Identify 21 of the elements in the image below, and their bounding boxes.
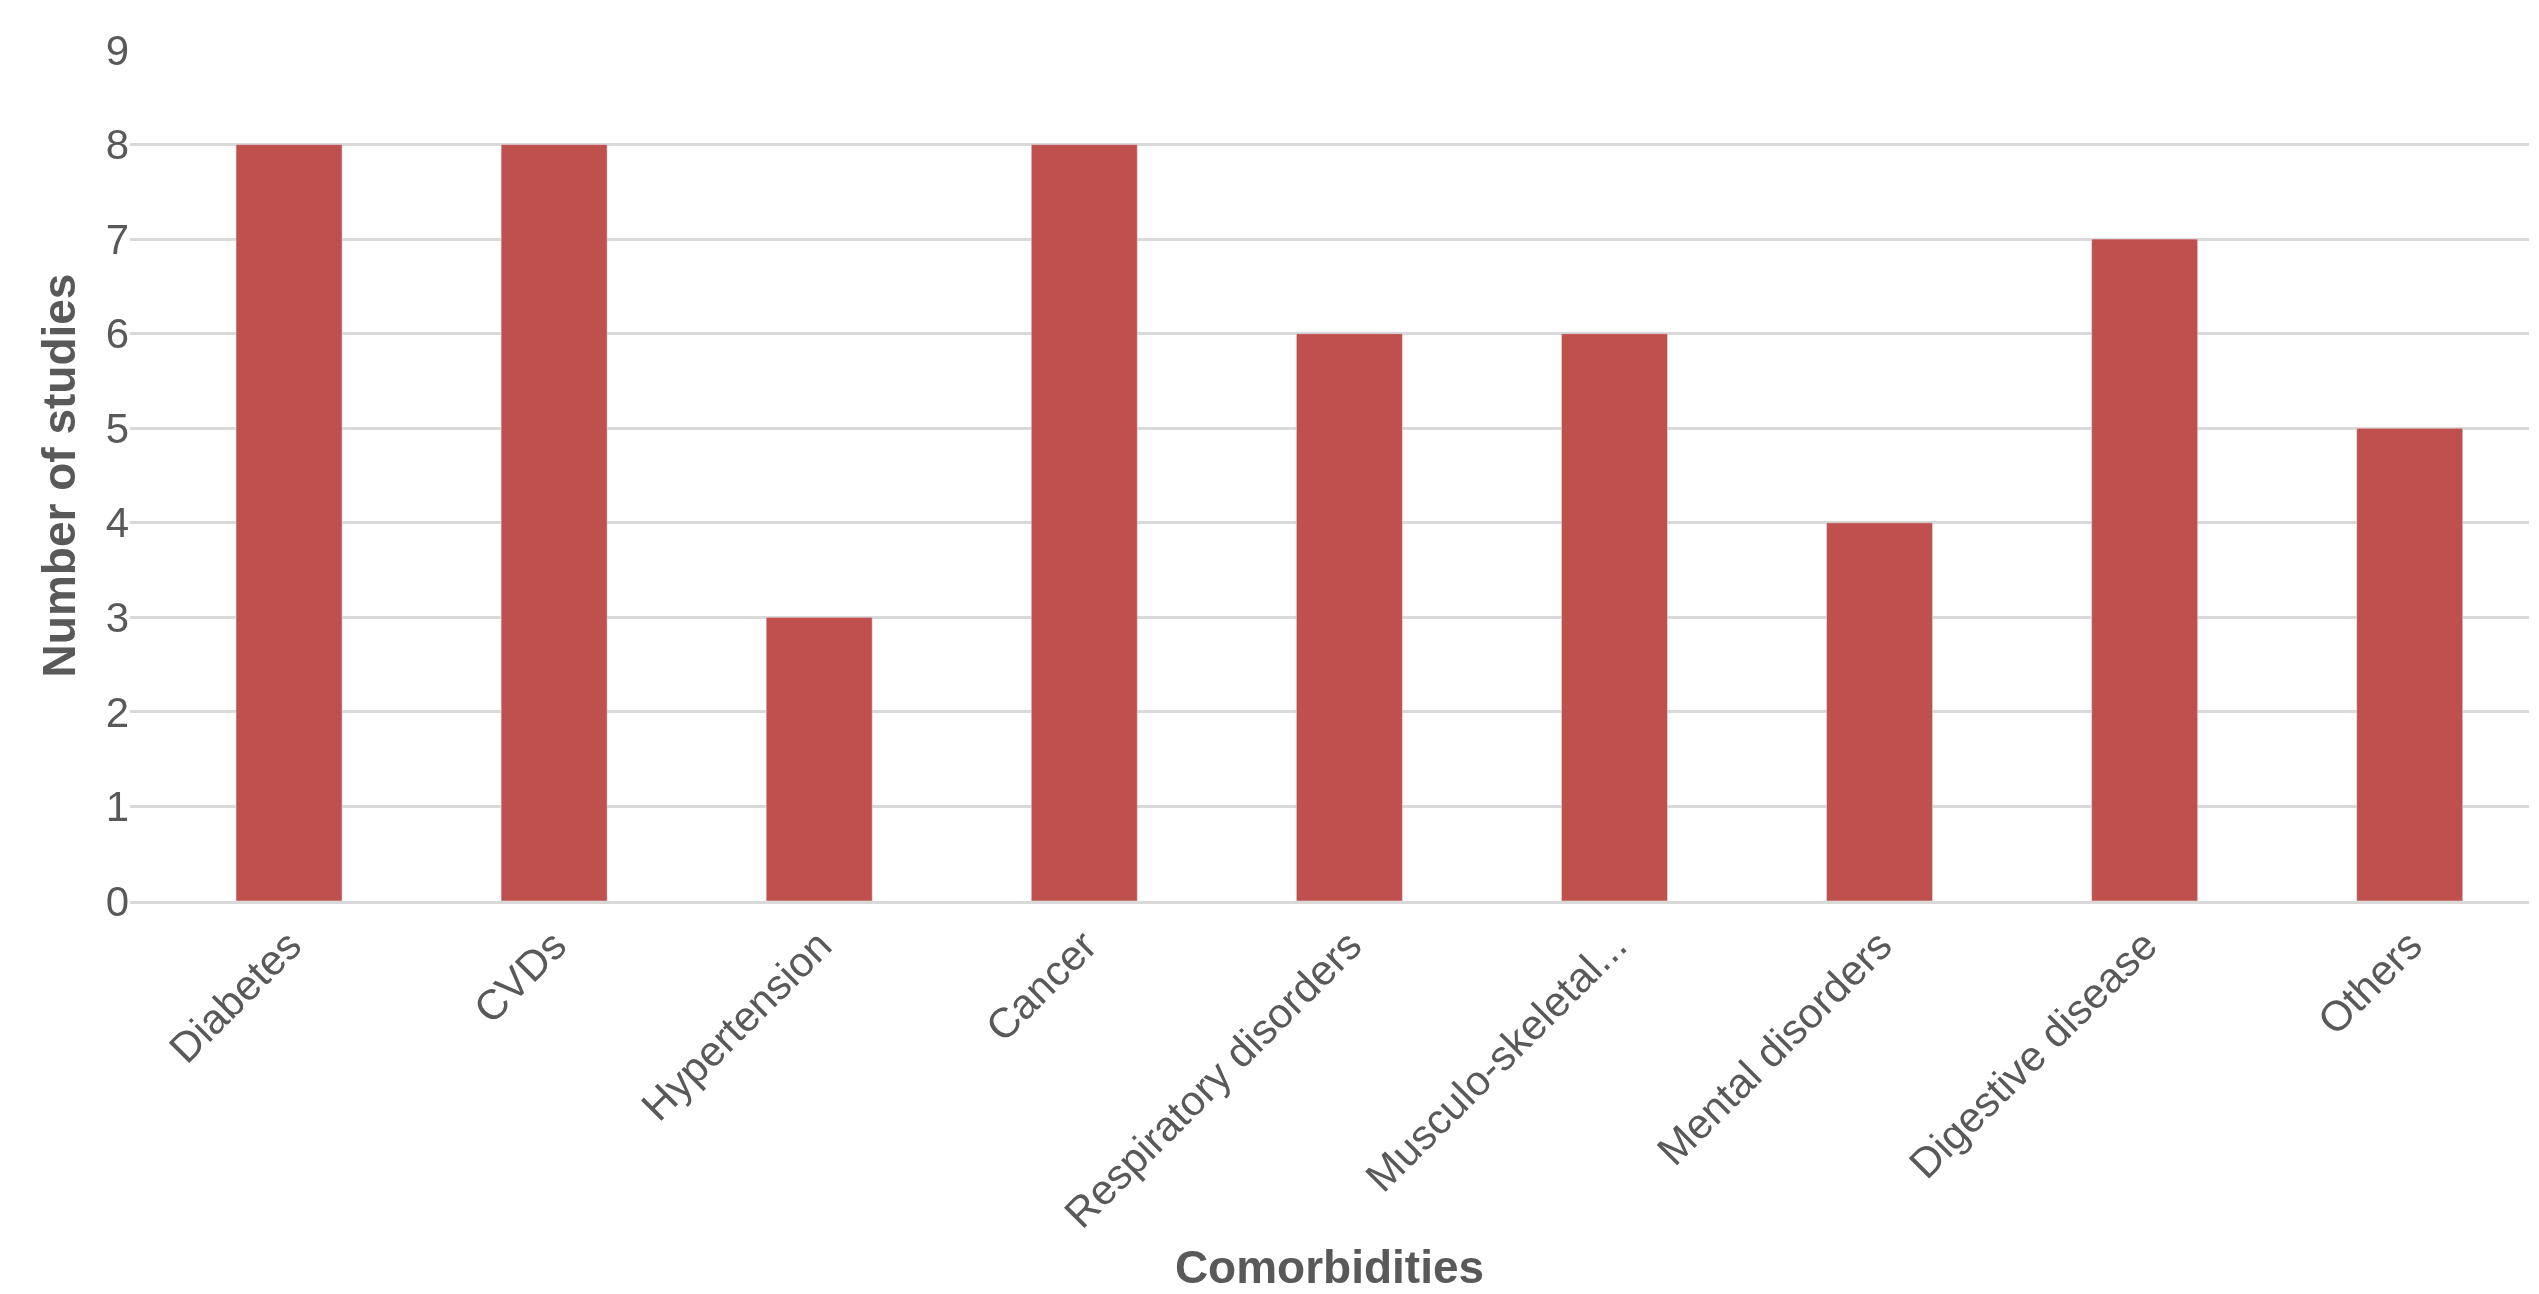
bar — [2356, 427, 2463, 901]
y-tick-label: 6 — [105, 310, 129, 358]
y-tick-label: 5 — [105, 404, 129, 452]
y-tick-label: 1 — [105, 783, 129, 831]
bar — [1561, 333, 1668, 901]
y-tick-label: 9 — [105, 26, 129, 74]
y-tick-label: 4 — [105, 499, 129, 547]
y-tick-label: 0 — [105, 877, 129, 925]
x-axis-title: Comorbidities — [1174, 1240, 1485, 1293]
y-tick-label: 2 — [105, 688, 129, 736]
y-tick-label: 3 — [105, 594, 129, 642]
y-tick-label: 7 — [105, 215, 129, 263]
bar — [1031, 144, 1138, 901]
bar — [765, 617, 873, 901]
bar — [500, 144, 608, 901]
bar — [1826, 522, 1933, 901]
bar — [1296, 333, 1403, 901]
y-tick-label: 8 — [105, 121, 129, 169]
bar — [2091, 238, 2198, 901]
y-axis-title: Number of studies — [33, 273, 86, 678]
bar — [235, 144, 343, 901]
